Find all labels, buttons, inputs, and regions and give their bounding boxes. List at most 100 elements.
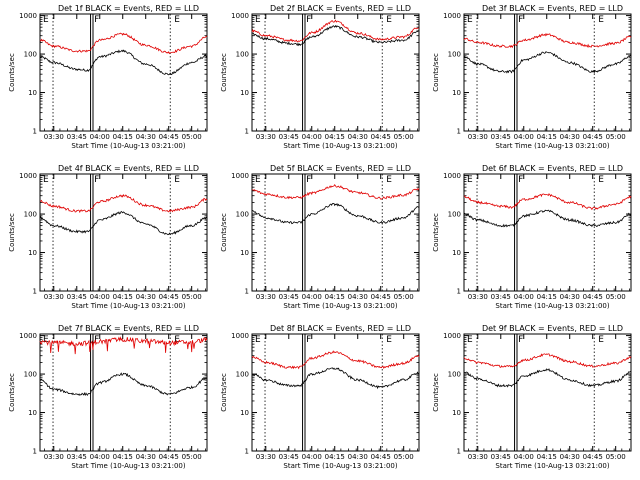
x-tick-label: 03:45 [491, 293, 511, 301]
chart-title: Det 1f BLACK = Events, RED = LLD [58, 4, 199, 13]
x-tick-label: 04:30 [136, 293, 156, 301]
plot-frame [251, 333, 420, 452]
y-tick-label: 1 [457, 128, 461, 136]
y-tick-label: 1000 [19, 12, 37, 20]
marker-label-f: F [94, 15, 99, 25]
x-tick-label: 03:30 [44, 293, 64, 301]
x-tick-label: 04:15 [113, 133, 133, 141]
chart-panel-1: Det 1f BLACK = Events, RED = LLD 1 10 100 10… [8, 4, 208, 150]
chart-panel-3: Det 3f BLACK = Events, RED = LLD 1 10 100 10… [432, 4, 632, 150]
y-tick-label: 1 [457, 288, 461, 296]
x-tick-label: 05:00 [394, 293, 414, 301]
marker-label-e: E [43, 175, 49, 185]
chart-title: Det 5f BLACK = Events, RED = LLD [270, 164, 411, 173]
x-tick-label: 03:30 [468, 293, 488, 301]
y-axis-label: Counts/sec [220, 373, 228, 412]
y-tick-label: 100 [24, 51, 37, 59]
marker-label-f: F [306, 15, 311, 25]
x-tick-label: 04:00 [90, 133, 110, 141]
chart-panel-9: Det 9f BLACK = Events, RED = LLD 1 10 100 10… [432, 324, 632, 470]
x-tick-label: 04:00 [514, 453, 534, 461]
x-tick-label: 04:45 [371, 133, 391, 141]
x-axis-label: Start Time (10-Aug-13 03:21:00) [495, 142, 609, 150]
x-axis-label: Start Time (10-Aug-13 03:21:00) [495, 462, 609, 470]
x-tick-label: 04:45 [159, 453, 179, 461]
plot-frame [39, 13, 208, 132]
y-tick-label: 100 [236, 51, 249, 59]
y-tick-label: 1 [245, 288, 249, 296]
chart-panel-8: Det 8f BLACK = Events, RED = LLD 1 10 100 10… [220, 324, 420, 470]
chart-title: Det 9f BLACK = Events, RED = LLD [482, 324, 623, 333]
y-tick-label: 10 [452, 89, 461, 97]
x-tick-label: 04:15 [537, 293, 557, 301]
y-tick-label: 10 [240, 409, 249, 417]
marker-label-e: E [174, 15, 180, 25]
y-axis-label: Counts/sec [432, 373, 440, 412]
y-tick-label: 1 [245, 448, 249, 456]
x-tick-label: 03:30 [44, 133, 64, 141]
plot-frame [251, 13, 420, 132]
marker-label-e: E [174, 175, 180, 185]
marker-label-e: E [174, 335, 180, 345]
x-tick-label: 04:00 [90, 293, 110, 301]
y-tick-label: 1000 [443, 172, 461, 180]
x-tick-label: 04:30 [136, 133, 156, 141]
marker-label-e: E [467, 15, 473, 25]
chart-panel-4: Det 4f BLACK = Events, RED = LLD 1 10 100 10… [8, 164, 208, 310]
marker-label-e: E [255, 335, 261, 345]
x-tick-label: 04:15 [325, 453, 345, 461]
y-tick-label: 100 [24, 211, 37, 219]
marker-label-f: F [306, 335, 311, 345]
x-tick-label: 03:30 [468, 453, 488, 461]
y-tick-label: 1 [33, 448, 37, 456]
lld-series-line [39, 336, 208, 355]
y-tick-label: 100 [448, 371, 461, 379]
y-tick-label: 1 [457, 448, 461, 456]
marker-label-e: E [386, 15, 392, 25]
y-axis-label: Counts/sec [8, 373, 16, 412]
x-axis-label: Start Time (10-Aug-13 03:21:00) [283, 142, 397, 150]
x-tick-label: 04:45 [583, 293, 603, 301]
x-tick-label: 05:00 [182, 453, 202, 461]
x-tick-label: 03:45 [491, 453, 511, 461]
x-axis-label: Start Time (10-Aug-13 03:21:00) [71, 302, 185, 310]
marker-label-f: F [518, 335, 523, 345]
y-tick-label: 10 [240, 89, 249, 97]
chart-panel-5: Det 5f BLACK = Events, RED = LLD 1 10 100 10… [220, 164, 420, 310]
lld-series-line [463, 353, 632, 368]
y-tick-label: 10 [240, 249, 249, 257]
lld-series-line [251, 19, 420, 43]
chart-panel-6: Det 6f BLACK = Events, RED = LLD 1 10 100 10… [432, 164, 632, 310]
x-tick-label: 04:15 [113, 293, 133, 301]
x-tick-label: 04:00 [514, 293, 534, 301]
y-tick-label: 1000 [231, 332, 249, 340]
x-tick-label: 04:30 [560, 453, 580, 461]
x-axis-label: Start Time (10-Aug-13 03:21:00) [71, 462, 185, 470]
events-series-line [251, 202, 420, 225]
x-tick-label: 03:45 [279, 293, 299, 301]
y-axis-label: Counts/sec [8, 213, 16, 252]
marker-label-e: E [43, 15, 49, 25]
events-series-line [463, 51, 632, 74]
x-tick-label: 03:45 [67, 293, 87, 301]
x-tick-label: 04:00 [302, 133, 322, 141]
y-tick-label: 10 [452, 249, 461, 257]
x-tick-label: 05:00 [606, 453, 626, 461]
marker-label-e: E [598, 175, 604, 185]
y-tick-label: 10 [28, 249, 37, 257]
y-tick-label: 100 [236, 211, 249, 219]
chart-title: Det 4f BLACK = Events, RED = LLD [58, 164, 199, 173]
y-tick-label: 10 [452, 409, 461, 417]
lld-series-line [39, 32, 208, 55]
x-tick-label: 03:30 [256, 293, 276, 301]
marker-label-f: F [94, 335, 99, 345]
chart-panel-7: Det 7f BLACK = Events, RED = LLD 1 10 100 10… [8, 324, 208, 470]
events-series-line [39, 372, 208, 397]
lld-series-line [251, 350, 420, 370]
x-tick-label: 05:00 [394, 133, 414, 141]
x-tick-label: 04:15 [325, 133, 345, 141]
x-tick-label: 03:45 [67, 133, 87, 141]
x-tick-label: 03:30 [256, 133, 276, 141]
plot-frame [463, 333, 632, 452]
x-tick-label: 04:15 [537, 133, 557, 141]
